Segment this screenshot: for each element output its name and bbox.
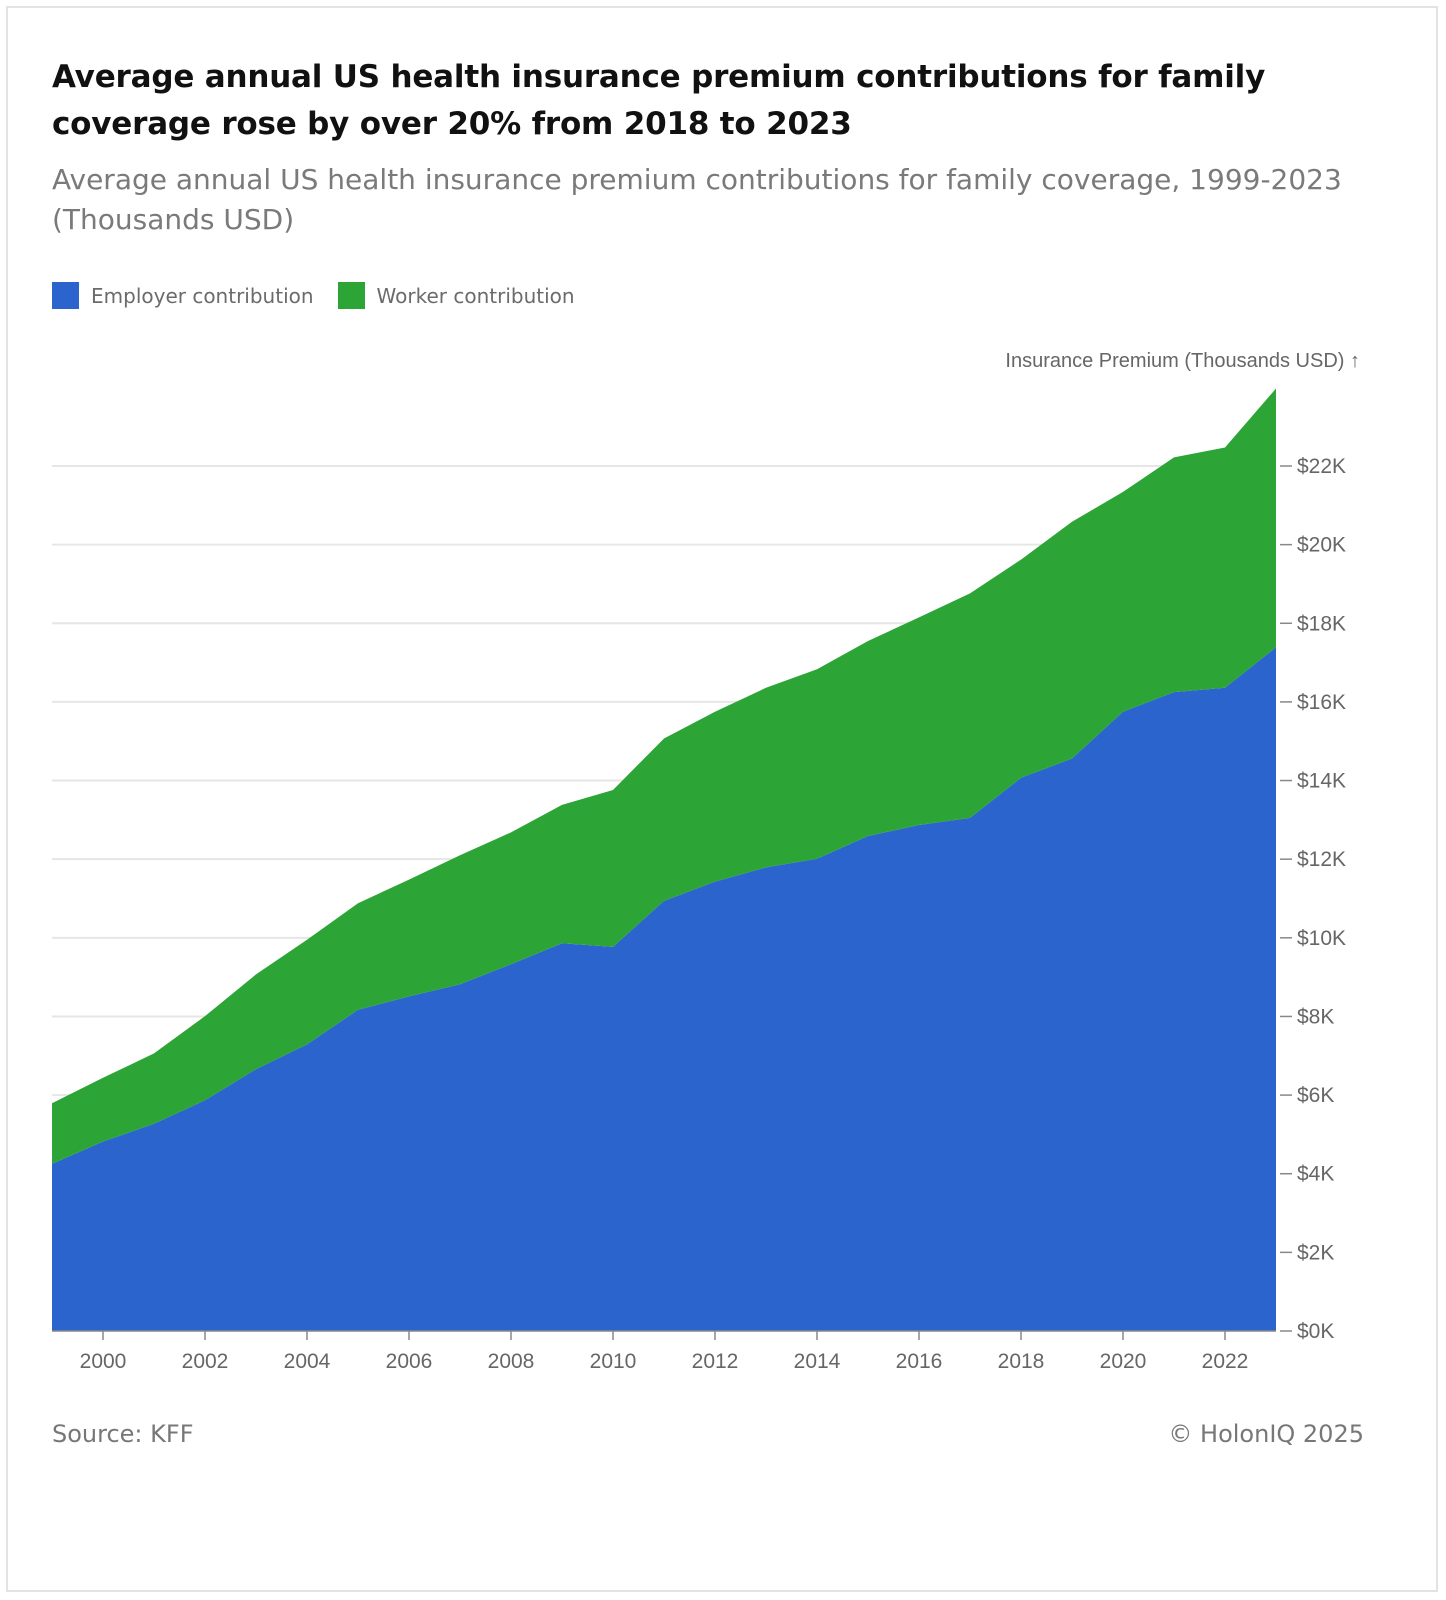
x-tick-label-2020: 2020 bbox=[1100, 1350, 1147, 1373]
legend-item-worker[interactable]: Worker contribution bbox=[337, 282, 575, 309]
area-chart: 2000 2002 2004 2006 2008 2010 2012 2014 2016 2018… bbox=[52, 350, 1360, 1373]
x-tick-label-2002: 2002 bbox=[182, 1350, 229, 1373]
y-tick-label-$14K: $14K bbox=[1297, 770, 1346, 793]
legend-label-employer: Employer contribution bbox=[91, 283, 314, 308]
y-tick-label-$2K: $2K bbox=[1297, 1241, 1334, 1264]
area-series-worker bbox=[52, 388, 1276, 1164]
legend-swatch-employer bbox=[52, 282, 79, 309]
legend-swatch-worker bbox=[337, 282, 365, 309]
y-tick-label-$22K: $22K bbox=[1297, 455, 1346, 478]
y-tick-label-$6K: $6K bbox=[1297, 1084, 1334, 1107]
y-tick-label-$16K: $16K bbox=[1297, 691, 1346, 714]
area-series-employer bbox=[52, 647, 1276, 1331]
legend-label-worker: Worker contribution bbox=[376, 283, 575, 308]
legend: Employer contribution Worker contributio… bbox=[52, 282, 599, 309]
y-tick-label-$18K: $18K bbox=[1297, 612, 1346, 635]
x-tick-label-2018: 2018 bbox=[998, 1350, 1045, 1373]
x-tick-label-2014: 2014 bbox=[794, 1350, 841, 1373]
y-tick-label-$12K: $12K bbox=[1297, 848, 1346, 871]
copyright-note: © HolonIQ 2025 bbox=[1168, 1420, 1364, 1448]
x-tick-label-2010: 2010 bbox=[590, 1350, 637, 1373]
source-note: Source: KFF bbox=[52, 1420, 194, 1448]
x-tick-label-2000: 2000 bbox=[80, 1350, 127, 1373]
x-tick-label-2012: 2012 bbox=[692, 1350, 739, 1373]
chart-subtitle: Average annual US health insurance premi… bbox=[52, 163, 1342, 236]
y-tick-label-$20K: $20K bbox=[1297, 534, 1346, 557]
x-tick-label-2016: 2016 bbox=[896, 1350, 943, 1373]
y-tick-label-$4K: $4K bbox=[1297, 1163, 1334, 1186]
x-tick-label-2008: 2008 bbox=[488, 1350, 535, 1373]
y-axis-title: Insurance Premium (Thousands USD) ↑ bbox=[1005, 350, 1360, 372]
x-tick-label-2006: 2006 bbox=[386, 1350, 433, 1373]
x-tick-label-2022: 2022 bbox=[1202, 1350, 1249, 1373]
legend-item-employer[interactable]: Employer contribution bbox=[52, 282, 314, 309]
y-tick-label-$10K: $10K bbox=[1297, 927, 1346, 950]
chart-title: Average annual US health insurance premi… bbox=[52, 59, 1266, 142]
x-tick-label-2004: 2004 bbox=[284, 1350, 331, 1373]
y-tick-label-$0K: $0K bbox=[1297, 1320, 1334, 1343]
y-tick-label-$8K: $8K bbox=[1297, 1005, 1334, 1028]
